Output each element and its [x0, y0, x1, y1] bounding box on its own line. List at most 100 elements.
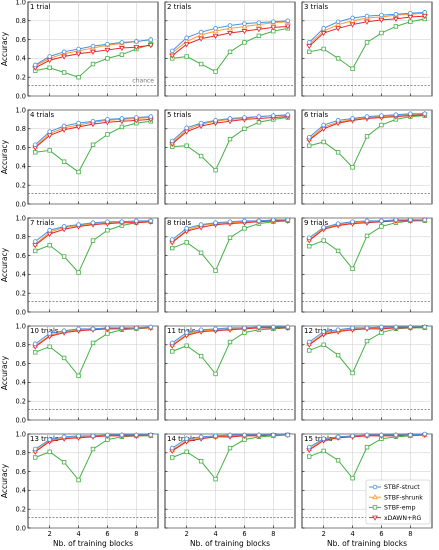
panel: 12 trials — [301, 323, 433, 421]
data-point — [306, 40, 312, 45]
data-point — [184, 436, 189, 442]
data-point — [408, 324, 413, 330]
y-tick-label: 0.4 — [16, 163, 27, 171]
chance-label: chance — [132, 78, 154, 85]
data-point — [242, 325, 247, 331]
panel: 5 trials — [164, 109, 296, 205]
data-point — [76, 373, 81, 379]
data-point — [134, 218, 139, 224]
y-tick-label: 1.0 — [16, 0, 27, 6]
data-point — [170, 245, 175, 251]
series-stbf-struct — [32, 114, 154, 148]
data-point — [335, 458, 341, 463]
data-point — [241, 29, 248, 35]
data-point — [105, 228, 110, 233]
data-point — [104, 47, 111, 54]
data-point — [350, 325, 355, 331]
data-point — [105, 132, 110, 137]
data-point — [61, 328, 67, 334]
data-point — [213, 167, 218, 173]
data-point — [76, 169, 81, 175]
data-point — [134, 432, 139, 438]
data-point — [227, 235, 233, 240]
series-xdawn-rg — [306, 14, 428, 50]
data-point — [227, 31, 233, 37]
data-point — [393, 11, 399, 17]
data-point — [76, 120, 81, 126]
panel: 14 trials 2 4 6 8Nb. of training blocks — [164, 431, 296, 548]
data-point — [350, 15, 355, 21]
x-tick-label: 2 — [185, 530, 189, 538]
data-point — [212, 28, 219, 34]
data-point — [242, 218, 247, 224]
series-stbf-struct — [32, 37, 154, 68]
data-point — [256, 324, 262, 330]
data-point — [61, 54, 67, 60]
data-point — [408, 432, 413, 438]
data-point — [393, 112, 399, 117]
data-point — [119, 40, 125, 45]
data-point — [134, 325, 139, 331]
data-point — [148, 218, 154, 224]
series-stbf-struct — [169, 432, 291, 451]
data-point — [76, 433, 81, 439]
data-point — [90, 43, 96, 49]
data-point — [32, 446, 38, 452]
data-point — [213, 69, 218, 74]
y-tick-label: 0.0 — [16, 416, 27, 424]
data-point — [169, 445, 175, 451]
data-point — [393, 324, 399, 330]
data-point — [213, 118, 218, 123]
data-point — [61, 159, 67, 164]
data-point — [256, 33, 262, 39]
data-point — [320, 31, 327, 37]
legend-marker — [372, 505, 378, 510]
data-point — [335, 248, 341, 254]
data-point — [198, 120, 204, 126]
data-point — [350, 66, 355, 71]
data-point — [213, 433, 218, 439]
data-point — [256, 218, 262, 224]
y-tick-label: 0.6 — [16, 360, 27, 368]
y-tick-label: 0.2 — [16, 182, 27, 190]
data-point — [335, 118, 341, 123]
data-point — [321, 139, 326, 145]
data-point — [47, 449, 52, 455]
y-tick-label: 0.6 — [16, 144, 27, 152]
series-xdawn-rg — [169, 24, 291, 59]
data-point — [227, 432, 233, 438]
data-point — [227, 116, 233, 121]
data-point — [76, 477, 81, 483]
data-point — [350, 475, 355, 481]
data-point — [379, 12, 384, 18]
y-tick-label: 1.0 — [16, 106, 27, 114]
series-stbf-struct — [32, 432, 154, 452]
x-tick-label: 4 — [350, 530, 354, 538]
data-point — [198, 353, 204, 359]
data-point — [198, 327, 204, 333]
panel: 4 trials 0.0 0.2 0.4 0.6 0.8 1.0 Accuracy — [0, 106, 159, 208]
series-xdawn-rg — [32, 43, 154, 71]
panel-title: 5 trials — [167, 111, 191, 119]
y-tick-label: 0.6 — [16, 468, 27, 476]
data-point — [61, 70, 67, 75]
data-point — [364, 325, 370, 331]
data-point — [184, 143, 189, 148]
data-point — [169, 138, 175, 144]
data-point — [321, 436, 326, 442]
data-point — [422, 217, 428, 223]
data-point — [256, 20, 262, 25]
data-point — [33, 248, 38, 254]
data-point — [271, 217, 276, 223]
series-stbf-emp — [307, 16, 427, 71]
data-point — [379, 224, 384, 229]
y-tick-label: 0.6 — [16, 36, 27, 44]
panel: 3 trials — [301, 1, 433, 97]
data-point — [242, 126, 247, 131]
data-point — [147, 43, 154, 49]
panel-title: 4 trials — [30, 111, 54, 119]
panel-title: 9 trials — [304, 219, 328, 227]
data-point — [184, 449, 189, 455]
x-tick-label: 6 — [242, 530, 246, 538]
data-point — [90, 340, 96, 346]
